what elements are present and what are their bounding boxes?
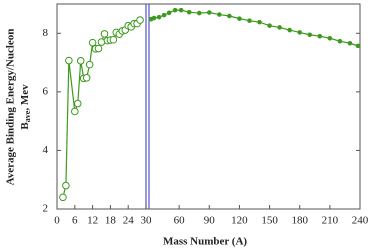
data-point — [88, 38, 97, 47]
data-point — [347, 40, 353, 46]
x-tick-label: 30 — [141, 215, 153, 227]
x-tick-label: 150 — [261, 215, 278, 227]
data-point — [307, 32, 313, 38]
data-point — [94, 44, 103, 53]
data-point — [327, 35, 333, 41]
data-point — [257, 19, 262, 25]
data-point — [100, 30, 109, 38]
data-point — [237, 16, 242, 21]
data-point — [136, 16, 144, 24]
data-point — [217, 12, 222, 17]
data-point — [206, 10, 212, 15]
data-point — [59, 193, 67, 202]
data-point — [109, 35, 118, 44]
data-point — [82, 74, 91, 82]
data-point — [65, 56, 73, 65]
x-tick-label: 6 — [72, 215, 78, 227]
data-point — [85, 60, 94, 69]
y-axis-label: ave — [23, 110, 32, 122]
data-point — [156, 14, 162, 20]
x-tick-label: 0 — [54, 215, 60, 227]
x-tick-label: 18 — [105, 215, 117, 227]
y-tick-label: 6 — [43, 85, 49, 97]
x-axis-label: Mass Number (A) — [163, 236, 247, 248]
data-point — [267, 23, 272, 28]
data-point — [166, 10, 172, 16]
data-point — [172, 7, 178, 13]
series-line — [150, 9, 359, 47]
data-point — [161, 12, 167, 18]
data-point — [186, 9, 192, 15]
data-point — [151, 15, 157, 21]
data-point — [277, 25, 282, 30]
y-axis-label: Bave, Mev — [19, 84, 32, 130]
plot-frame — [56, 3, 361, 210]
x-tick-label: 180 — [291, 215, 308, 227]
x-tick-label: 240 — [352, 215, 369, 227]
y-tick-label: 4 — [43, 144, 49, 156]
y-tick-label: 8 — [43, 27, 49, 39]
x-tick-label: 120 — [231, 215, 248, 227]
data-point — [355, 43, 361, 49]
data-point — [71, 107, 79, 116]
x-tick-label: 90 — [204, 215, 216, 227]
x-tick-label: 12 — [87, 215, 98, 227]
x-tick-label: 60 — [174, 215, 186, 227]
data-point — [196, 10, 202, 16]
data-point — [247, 18, 252, 23]
data-point — [287, 27, 292, 33]
data-point — [297, 30, 303, 35]
data-point — [178, 7, 184, 13]
data-point — [227, 13, 232, 19]
y-tick-label: 2 — [43, 203, 49, 215]
y-axis-label: Average Binding Energy/Nucleon — [5, 29, 17, 186]
x-tick-label: 210 — [322, 215, 339, 227]
data-point — [62, 181, 70, 190]
data-point — [73, 99, 82, 108]
data-point — [317, 33, 323, 39]
y-axis-label: , Mev — [19, 84, 31, 111]
data-point — [337, 38, 343, 44]
data-point — [76, 57, 85, 65]
y-axis-label: B — [19, 122, 31, 130]
x-tick-label: 24 — [123, 215, 135, 227]
